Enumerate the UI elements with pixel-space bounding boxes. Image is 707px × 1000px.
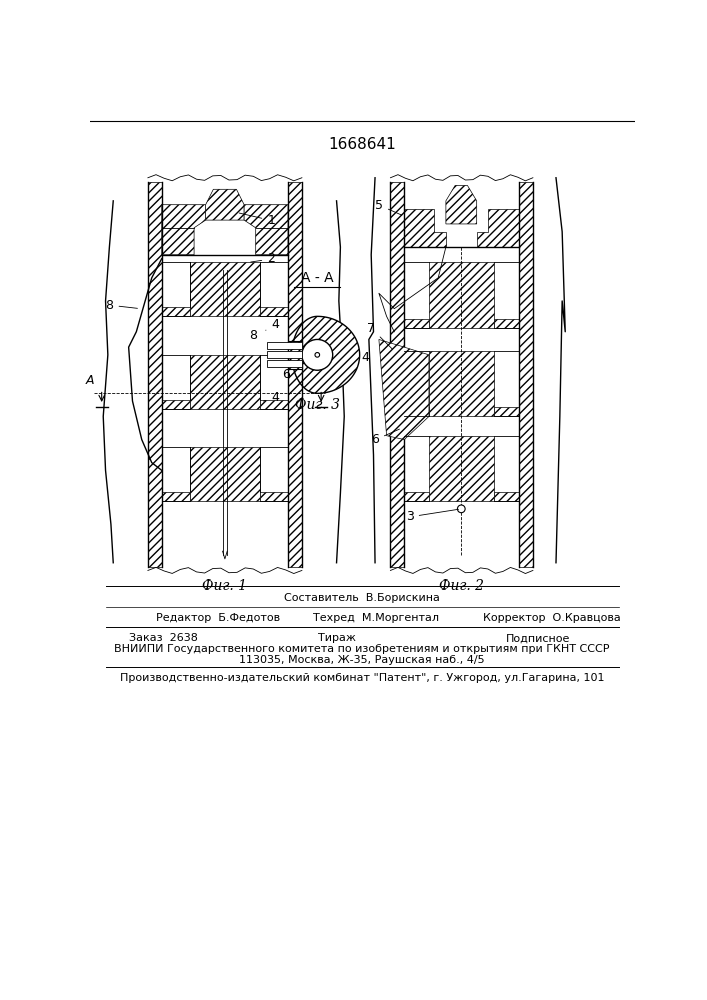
Text: Фиг. 1: Фиг. 1 bbox=[202, 579, 247, 593]
Bar bbox=[519, 182, 533, 567]
Bar bbox=[267, 351, 302, 358]
Text: Составитель  В.Борискина: Составитель В.Борискина bbox=[284, 593, 440, 603]
Text: 4: 4 bbox=[361, 351, 369, 364]
Text: Фиг. 2: Фиг. 2 bbox=[439, 579, 484, 593]
Bar bbox=[259, 307, 288, 316]
Text: ВНИИПИ Государственного комитета по изобретениям и открытиям при ГКНТ СССР: ВНИИПИ Государственного комитета по изоб… bbox=[115, 644, 609, 654]
Bar bbox=[493, 319, 519, 328]
Text: 1: 1 bbox=[239, 213, 275, 227]
Text: Производственно-издательский комбинат "Патент", г. Ужгород, ул.Гагарина, 101: Производственно-издательский комбинат "П… bbox=[119, 673, 604, 683]
Circle shape bbox=[315, 353, 320, 357]
Bar bbox=[429, 351, 493, 416]
Text: 4: 4 bbox=[264, 391, 279, 404]
Text: 6: 6 bbox=[371, 429, 399, 446]
Polygon shape bbox=[206, 189, 244, 220]
Text: 3: 3 bbox=[406, 509, 459, 523]
Text: 1668641: 1668641 bbox=[328, 137, 396, 152]
Text: A - A: A - A bbox=[301, 271, 334, 285]
Bar bbox=[404, 492, 429, 501]
Text: 2: 2 bbox=[251, 252, 275, 265]
Text: 6: 6 bbox=[283, 368, 291, 381]
Circle shape bbox=[457, 505, 465, 513]
Text: 7: 7 bbox=[368, 322, 392, 349]
Polygon shape bbox=[292, 316, 360, 393]
Text: 8: 8 bbox=[250, 329, 257, 342]
Text: Редактор  Б.Федотов: Редактор Б.Федотов bbox=[156, 613, 280, 623]
Bar bbox=[288, 182, 302, 567]
Bar bbox=[404, 319, 429, 328]
Bar bbox=[162, 400, 190, 409]
Polygon shape bbox=[379, 339, 429, 440]
Bar bbox=[390, 182, 404, 567]
Text: 5: 5 bbox=[375, 199, 402, 215]
Polygon shape bbox=[446, 185, 477, 224]
Text: Техред  М.Моргентал: Техред М.Моргентал bbox=[313, 613, 440, 623]
Text: Тираж: Тираж bbox=[317, 633, 356, 643]
Polygon shape bbox=[244, 205, 288, 255]
Text: 8: 8 bbox=[105, 299, 137, 312]
Bar bbox=[267, 360, 302, 367]
Bar bbox=[190, 447, 259, 501]
Bar bbox=[429, 262, 493, 328]
Bar bbox=[190, 262, 259, 316]
Text: 113035, Москва, Ж-35, Раушская наб., 4/5: 113035, Москва, Ж-35, Раушская наб., 4/5 bbox=[239, 655, 485, 665]
Circle shape bbox=[302, 339, 333, 370]
Text: Фиг. 3: Фиг. 3 bbox=[295, 398, 340, 412]
Bar bbox=[404, 407, 429, 416]
Bar bbox=[162, 492, 190, 501]
Bar bbox=[493, 492, 519, 501]
Polygon shape bbox=[404, 209, 446, 247]
Text: 4: 4 bbox=[266, 318, 279, 331]
Bar bbox=[493, 407, 519, 416]
Text: Корректор  О.Кравцова: Корректор О.Кравцова bbox=[483, 613, 621, 623]
Bar bbox=[429, 436, 493, 501]
Polygon shape bbox=[162, 205, 206, 255]
Bar bbox=[259, 492, 288, 501]
Text: A: A bbox=[327, 374, 335, 387]
Polygon shape bbox=[477, 209, 519, 247]
Bar bbox=[148, 182, 162, 567]
Bar bbox=[162, 307, 190, 316]
Bar bbox=[190, 355, 259, 409]
Bar bbox=[259, 400, 288, 409]
Text: A: A bbox=[86, 374, 95, 387]
Bar bbox=[288, 341, 302, 369]
Bar bbox=[267, 342, 302, 349]
Text: Подписное: Подписное bbox=[506, 633, 571, 643]
Text: Заказ  2638: Заказ 2638 bbox=[129, 633, 197, 643]
